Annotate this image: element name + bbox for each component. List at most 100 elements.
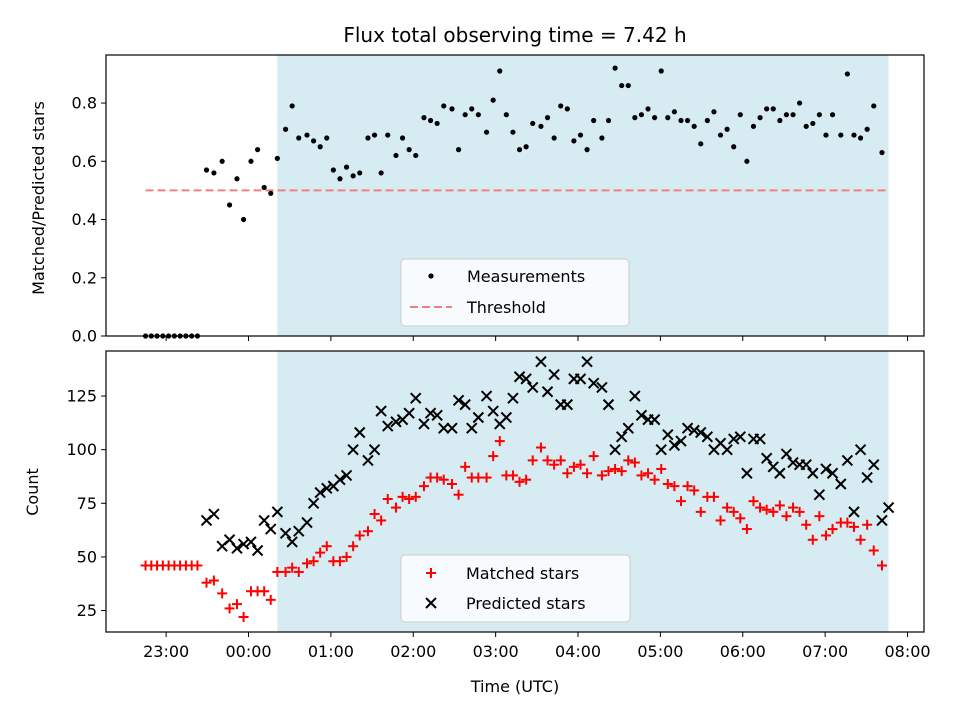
predicted-stars-point: [231, 542, 243, 555]
predicted-stars-point: [424, 407, 437, 419]
predicted-stars-point: [487, 405, 499, 417]
matched-stars-point: [848, 521, 859, 532]
measurements-point: [871, 103, 877, 109]
measurements-point: [764, 106, 770, 112]
measurements-point: [770, 106, 776, 112]
predicted-stars-point: [662, 428, 674, 441]
matched-stars-point: [794, 506, 805, 517]
matched-stars-point: [238, 611, 249, 622]
matched-stars-point: [321, 541, 332, 552]
matched-stars-point: [315, 547, 326, 558]
matched-stars-point: [656, 463, 667, 474]
measurements-point: [261, 184, 267, 191]
predicted-stars-point: [459, 398, 471, 411]
measurements-point: [737, 112, 743, 118]
measurements-point: [652, 115, 658, 121]
measurements-point: [717, 132, 724, 138]
predicted-stars-point: [760, 452, 773, 464]
matched-stars-point: [616, 466, 627, 477]
measurements-point: [449, 106, 455, 112]
predicted-stars-point: [596, 381, 608, 394]
matched-stars-point: [708, 491, 719, 502]
predicted-stars-point: [208, 508, 220, 520]
predicted-stars-point: [668, 439, 681, 452]
matched-stars-point: [755, 502, 766, 513]
matched-stars-point: [376, 515, 387, 526]
predicted-stars-point: [681, 422, 694, 434]
predicted-stars-point: [354, 426, 366, 439]
legend-marker-matched-stars: [426, 568, 436, 578]
predicted-stars-point: [701, 431, 714, 443]
measurements-point: [413, 152, 419, 159]
matched-stars-point: [231, 599, 242, 610]
measurements-point: [638, 112, 645, 118]
legend-label-measurements: Measurements: [467, 267, 585, 286]
measurements-point: [248, 158, 254, 164]
matched-stars-point: [348, 541, 359, 552]
bottom-y-tick-label: 50: [77, 547, 97, 566]
predicted-stars-point: [507, 392, 519, 404]
predicted-stars-point: [813, 489, 826, 501]
matched-stars-point: [217, 588, 228, 599]
measurements-point: [350, 173, 356, 179]
matched-stars-point: [827, 524, 838, 535]
matched-stars-point: [610, 463, 621, 474]
predicted-stars-point: [410, 392, 422, 404]
x-tick-label: 23:00: [143, 642, 189, 661]
matched-stars-point: [735, 513, 746, 524]
measurements-point: [816, 112, 822, 118]
legend-label-threshold: Threshold: [466, 298, 546, 317]
measurements-point: [211, 170, 217, 176]
matched-stars-point: [555, 455, 566, 466]
matched-stars-point: [774, 500, 785, 511]
measurements-point: [441, 103, 447, 109]
predicted-stars-point: [362, 454, 374, 467]
x-tick-label: 03:00: [473, 642, 519, 661]
measurements-point: [274, 155, 280, 161]
measurements-point: [282, 126, 289, 132]
matched-stars-point: [575, 459, 586, 470]
measurements-point: [296, 135, 302, 141]
predicted-stars-point: [541, 386, 554, 398]
matched-stars-point: [301, 558, 312, 569]
predicted-stars-point: [375, 405, 387, 417]
matched-stars-point: [629, 457, 640, 468]
matched-stars-point: [643, 468, 654, 479]
measurements-point: [371, 132, 378, 138]
predicted-stars-point: [279, 527, 292, 540]
measurements-point: [744, 158, 750, 164]
measurements-point: [678, 117, 684, 124]
predicted-stars-point: [286, 536, 298, 548]
predicted-stars-point: [629, 390, 641, 402]
measurements-point: [829, 112, 836, 118]
matched-stars-point: [410, 491, 421, 502]
predicted-stars-point: [520, 373, 532, 385]
measurements-point: [704, 117, 710, 124]
predicted-stars-point: [807, 467, 819, 479]
x-tick-label: 05:00: [637, 642, 683, 661]
matched-stars-point: [208, 575, 219, 586]
matched-stars-point: [481, 472, 492, 483]
matched-stars-point: [781, 511, 792, 522]
measurements-point: [503, 112, 509, 118]
matched-stars-point: [855, 534, 866, 545]
measurements-point: [219, 158, 225, 164]
matched-stars-point: [862, 519, 873, 530]
measurements-point: [455, 147, 462, 153]
predicted-stars-point: [347, 443, 359, 456]
predicted-stars-point: [754, 433, 766, 445]
matched-stars-point: [507, 470, 518, 481]
measurements-point: [731, 144, 737, 150]
predicted-stars-point: [800, 458, 812, 471]
matched-stars-point: [820, 530, 831, 541]
predicted-stars-point: [418, 418, 430, 430]
measurements-point: [330, 167, 336, 173]
matched-stars-point: [488, 451, 499, 462]
matched-stars-point: [453, 489, 464, 500]
matched-stars-point: [341, 551, 352, 562]
predicted-stars-point: [882, 501, 895, 514]
predicted-stars-point: [581, 356, 593, 368]
measurements-point: [665, 115, 671, 121]
measurements-point: [671, 109, 677, 115]
predicted-stars-point: [403, 407, 415, 419]
